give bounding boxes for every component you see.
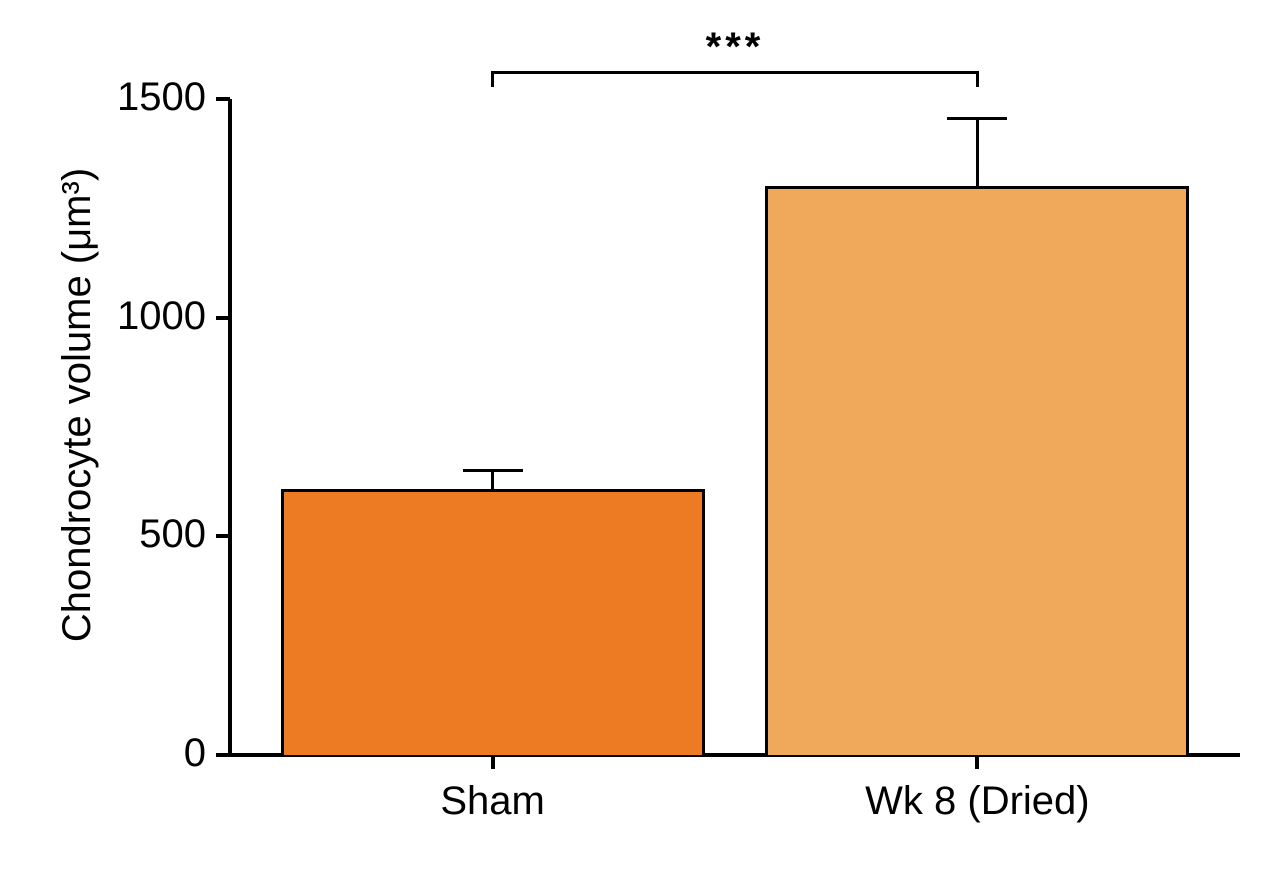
x-tick-label: Sham (273, 779, 713, 824)
error-bar-vertical (491, 471, 494, 489)
error-bar-cap (947, 117, 1007, 120)
x-tick (975, 755, 979, 769)
significance-drop (976, 71, 979, 87)
significance-drop (491, 71, 494, 87)
y-tick (216, 316, 230, 320)
x-tick (491, 755, 495, 769)
significance-text: *** (635, 25, 835, 70)
bar-sham (281, 489, 705, 755)
y-axis-line (228, 99, 232, 757)
significance-line (493, 71, 978, 74)
error-bar-vertical (976, 118, 979, 186)
chart-stage: 050010001500 Chondrocyte volume (μm³) Sh… (0, 0, 1280, 869)
error-bar-cap (463, 469, 523, 472)
y-tick (216, 97, 230, 101)
y-tick (216, 534, 230, 538)
y-tick (216, 753, 230, 757)
y-axis-title: Chondrocyte volume (μm³) (55, 55, 100, 755)
bar-wk8_dried (765, 186, 1189, 755)
x-tick-label: Wk 8 (Dried) (757, 779, 1197, 824)
